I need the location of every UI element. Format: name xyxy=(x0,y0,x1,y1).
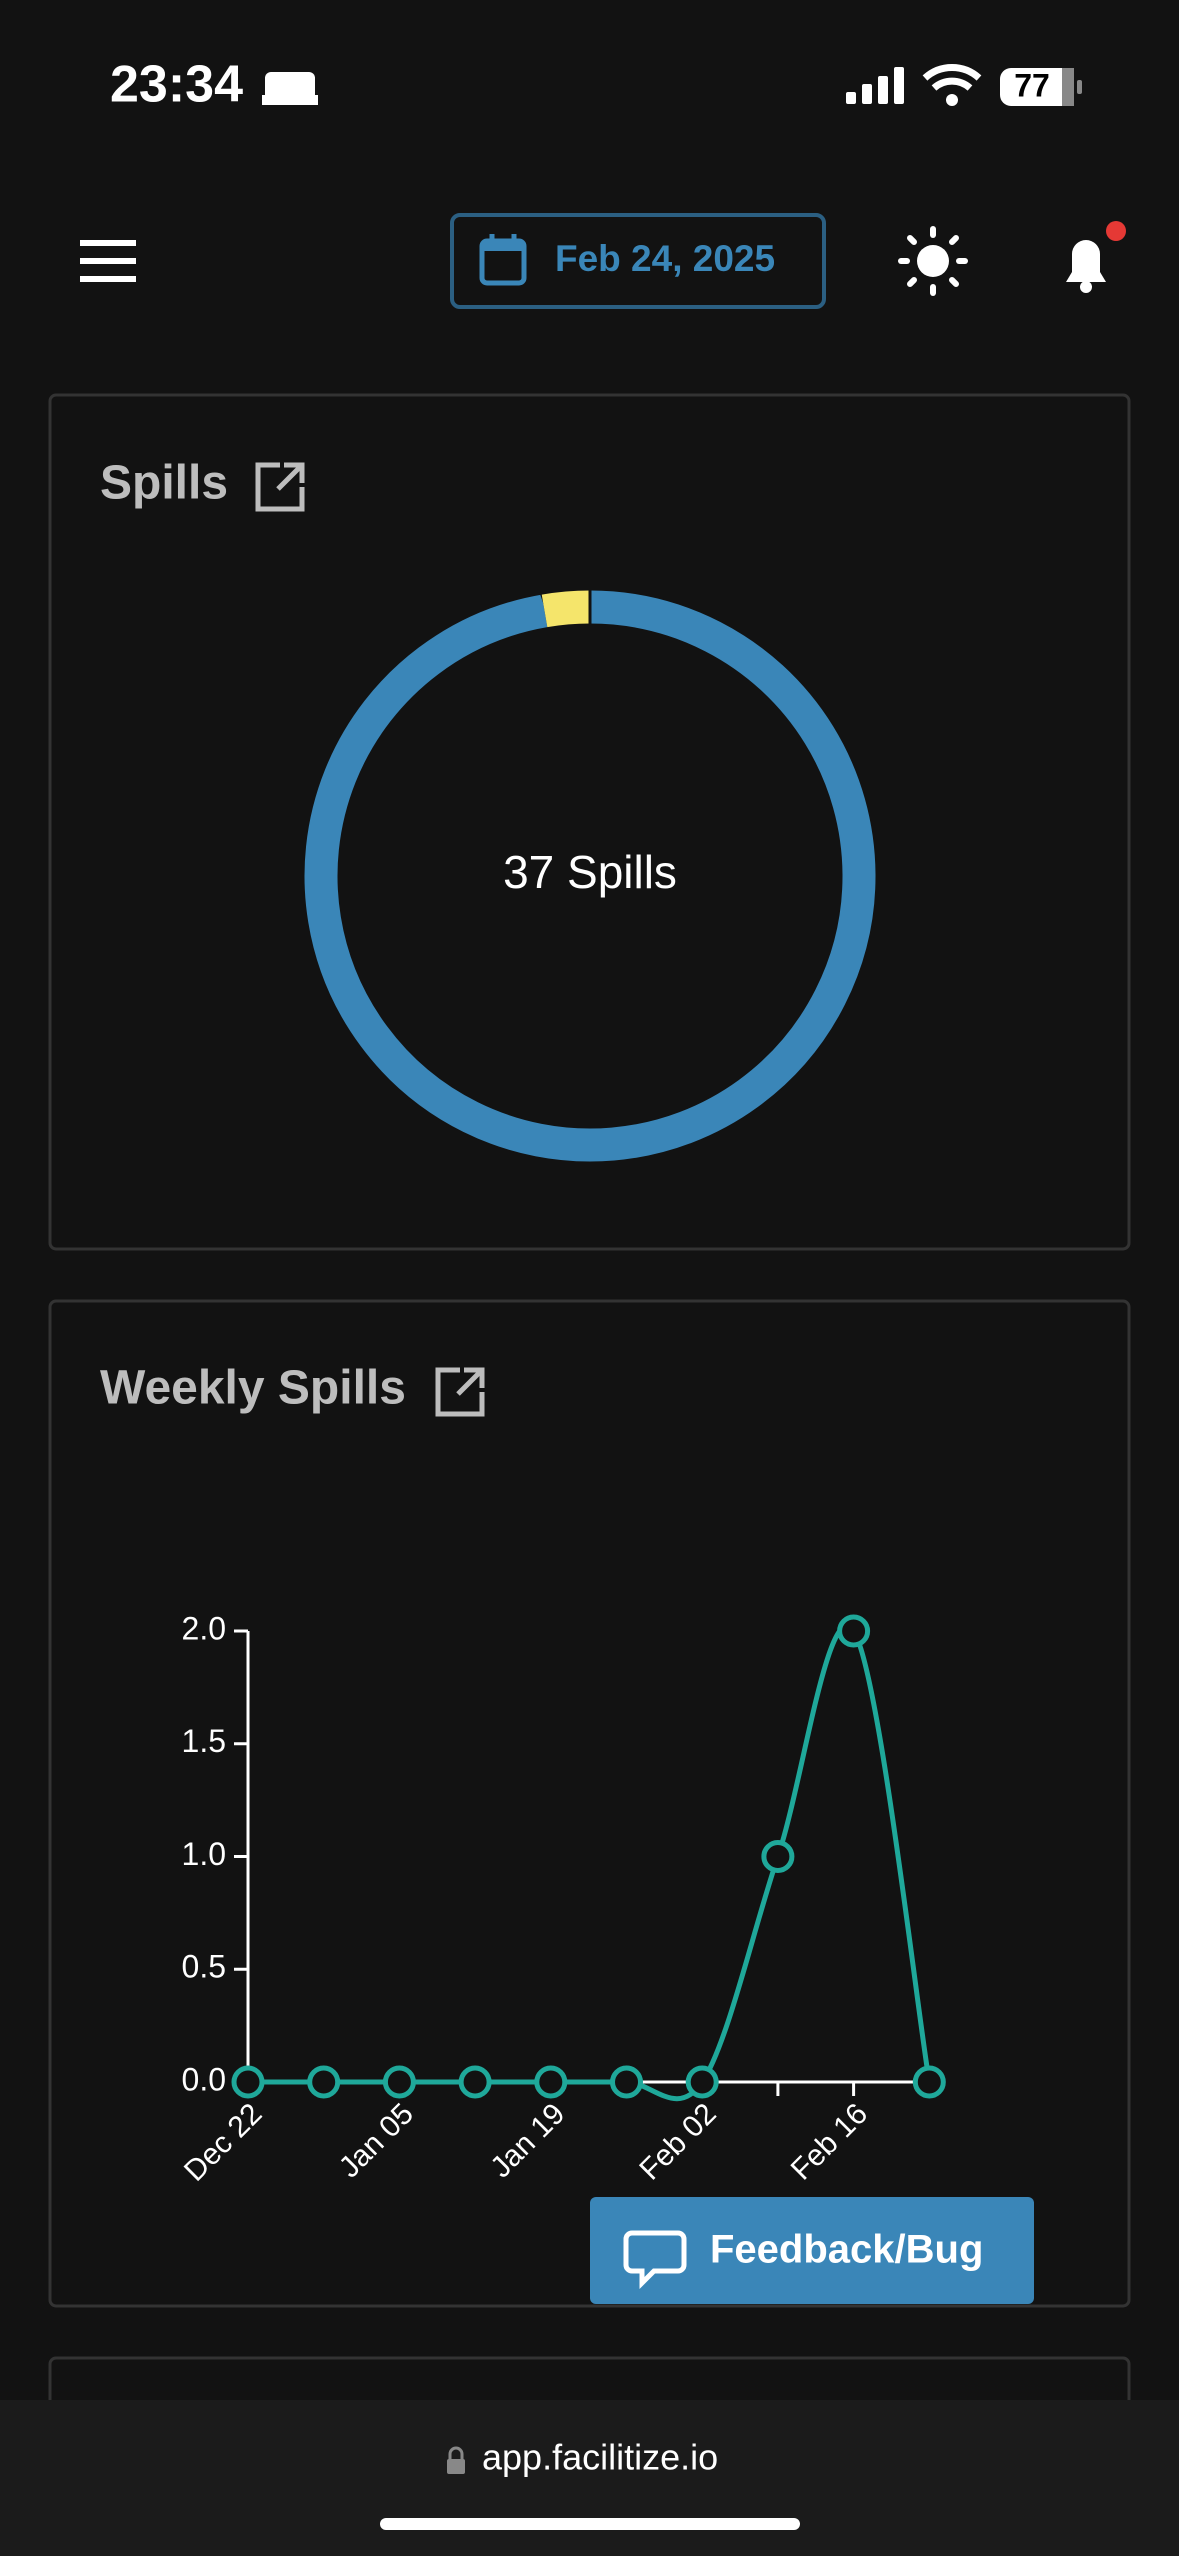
wifi-icon xyxy=(922,64,982,91)
point xyxy=(837,1614,871,1648)
open-link-icon[interactable] xyxy=(435,1367,485,1417)
y-tick-label: 2.0 xyxy=(182,1610,226,1646)
lock-icon xyxy=(447,2446,465,2474)
date-label[interactable]: Feb 24, 2025 xyxy=(555,238,775,279)
menu-button[interactable] xyxy=(80,240,136,282)
donut-segment xyxy=(304,590,876,1162)
date-button[interactable] xyxy=(450,213,826,309)
battery-empty xyxy=(1062,68,1074,106)
y-tick-label: 1.5 xyxy=(182,1723,226,1759)
url: app.facilitize.io xyxy=(482,2437,718,2478)
battery-level: 77 xyxy=(1014,67,1050,103)
donut-segment xyxy=(541,590,591,628)
point xyxy=(231,2065,265,2099)
card-title: Weekly Spills xyxy=(100,1362,406,1415)
battery-tip xyxy=(1077,80,1082,94)
browser-bar xyxy=(0,2400,1179,2556)
y-tick-label: 1.0 xyxy=(182,1836,226,1872)
point xyxy=(307,2065,341,2099)
point xyxy=(685,2065,719,2099)
status-time: 23:34 xyxy=(110,56,243,114)
point xyxy=(610,2065,643,2099)
feedback-button[interactable]: Feedback/Bug xyxy=(590,2197,1034,2304)
point xyxy=(458,2065,492,2099)
signal-icon xyxy=(846,67,904,104)
battery xyxy=(1000,68,1074,106)
feedback-label[interactable]: Feedback/Bug xyxy=(710,2228,983,2272)
notifications-button[interactable] xyxy=(1066,221,1126,293)
wifi-dot xyxy=(946,94,958,106)
center-label: 37 Spills xyxy=(503,846,677,898)
point xyxy=(534,2065,568,2099)
y-tick-label: 0.5 xyxy=(182,1949,226,1985)
y-tick-label: 0.0 xyxy=(182,2061,226,2097)
sleep-icon xyxy=(262,72,318,105)
card-title: Spills xyxy=(100,457,228,510)
point xyxy=(382,2065,416,2099)
weekly-spills-card xyxy=(48,1299,1131,2308)
calendar-icon xyxy=(479,234,527,286)
spills-card xyxy=(48,393,1131,1251)
theme-toggle[interactable] xyxy=(898,226,968,296)
home-indicator xyxy=(380,2518,800,2530)
point xyxy=(912,2065,946,2099)
open-link-icon[interactable] xyxy=(255,462,305,512)
point xyxy=(761,1840,795,1873)
